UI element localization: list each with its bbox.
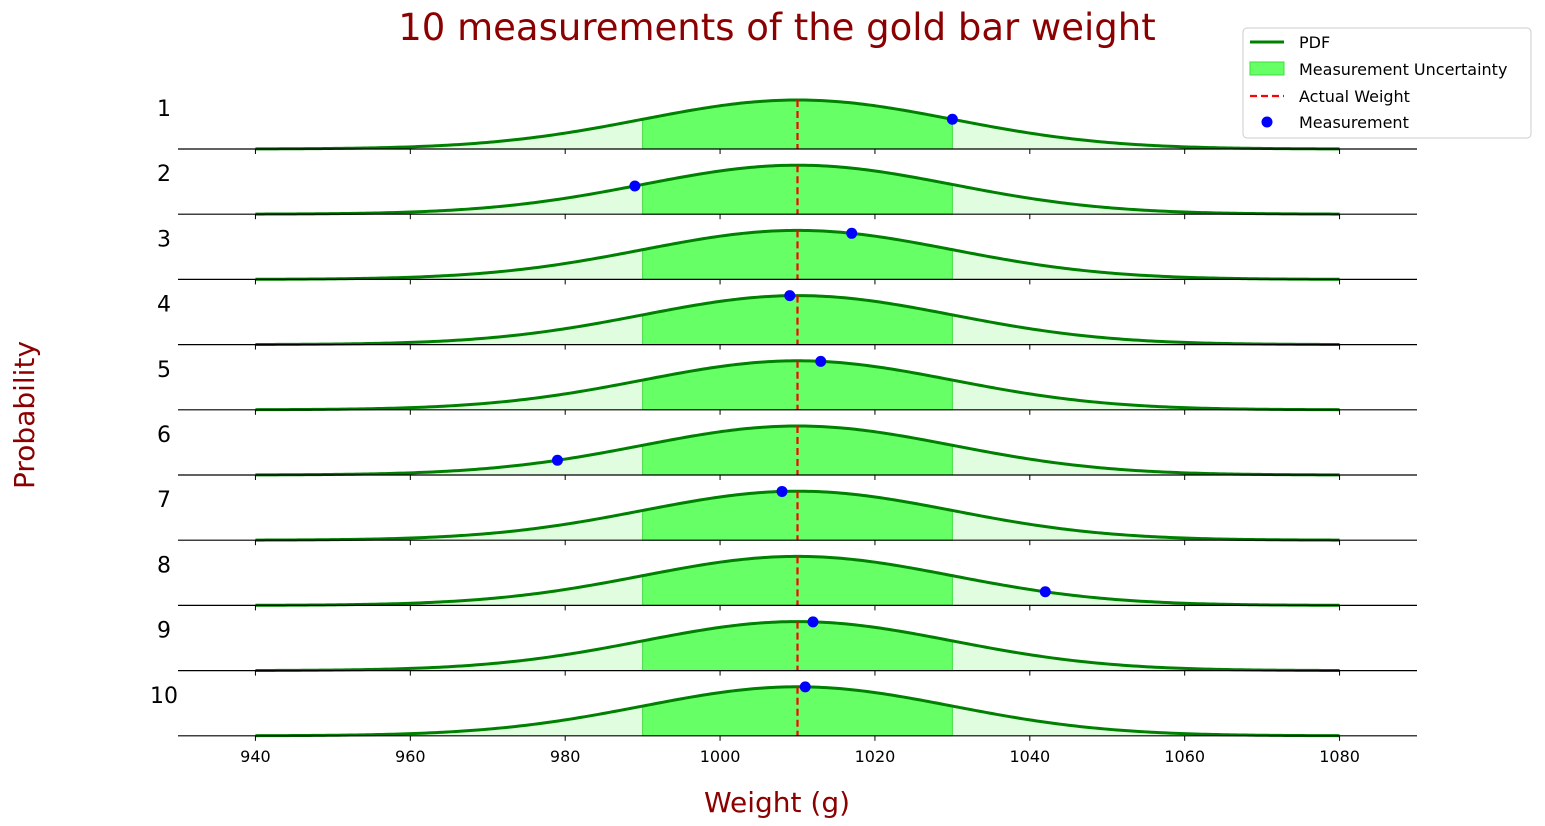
row-label: 5 [157, 358, 171, 383]
row-label: 6 [157, 423, 171, 448]
subplot-row-10: 10 [150, 681, 1417, 740]
x-tick-label: 1020 [855, 747, 896, 766]
measurement-point [800, 681, 811, 692]
subplot-row-4: 4 [157, 290, 1417, 349]
row-label: 4 [157, 293, 171, 318]
measurement-point [552, 455, 563, 466]
legend-uncertainty-swatch [1250, 62, 1284, 75]
measurement-point [947, 114, 958, 125]
x-tick-label: 1040 [1009, 747, 1050, 766]
row-label: 10 [150, 684, 178, 709]
row-label: 9 [157, 619, 171, 644]
measurement-point [846, 228, 857, 239]
subplot-row-3: 3 [157, 227, 1417, 284]
subplot-row-9: 9 [157, 616, 1417, 675]
measurement-point [815, 356, 826, 367]
measurement-point [784, 290, 795, 301]
x-tick-labels: 940 960 980 1000 1020 1040 1060 1080 [240, 747, 1360, 766]
x-tick-label: 1080 [1319, 747, 1360, 766]
legend-actual-label: Actual Weight [1299, 87, 1410, 106]
subplot-row-7: 7 [157, 486, 1417, 545]
row-label: 2 [157, 162, 171, 187]
subplot-row-8: 8 [157, 553, 1417, 610]
legend-uncertainty-label: Measurement Uncertainty [1299, 60, 1507, 79]
x-tick-label: 940 [240, 747, 271, 766]
row-label: 8 [157, 553, 171, 578]
subplot-rows: 1 2 3 4 5 6 7 8 9 10 [150, 97, 1417, 741]
subplot-row-1: 1 [157, 97, 1417, 154]
x-axis-label: Weight (g) [704, 786, 850, 819]
row-label: 1 [157, 97, 171, 122]
legend-pdf-label: PDF [1299, 33, 1330, 52]
x-tick-label: 1000 [700, 747, 741, 766]
chart-title: 10 measurements of the gold bar weight [398, 6, 1155, 49]
row-label: 3 [157, 227, 171, 252]
measurement-point [1040, 586, 1051, 597]
y-axis-label: Probability [8, 341, 41, 489]
measurement-point [807, 616, 818, 627]
legend-measurement-label: Measurement [1299, 113, 1409, 132]
x-tick-label: 960 [395, 747, 426, 766]
row-label: 7 [157, 488, 171, 513]
legend-measurement-swatch [1262, 117, 1273, 128]
measurement-point [629, 180, 640, 191]
x-tick-label: 1060 [1164, 747, 1205, 766]
x-tick-label: 980 [550, 747, 581, 766]
subplot-row-6: 6 [157, 423, 1417, 480]
legend: PDF Measurement Uncertainty Actual Weigh… [1243, 28, 1531, 138]
measurement-point [777, 486, 788, 497]
subplot-row-2: 2 [157, 162, 1417, 219]
subplot-row-5: 5 [157, 356, 1417, 415]
